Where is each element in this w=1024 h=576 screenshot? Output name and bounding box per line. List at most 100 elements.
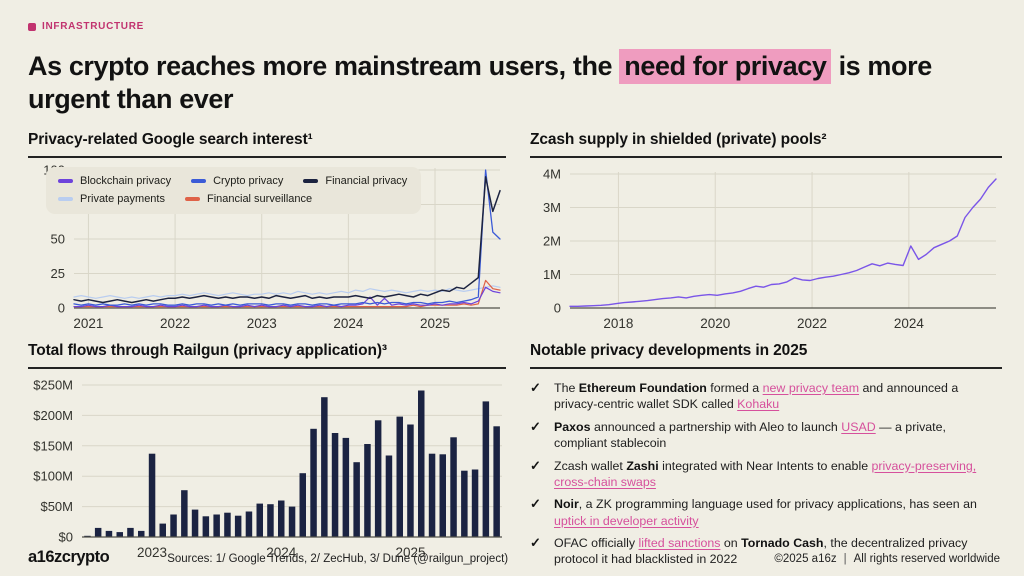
svg-text:25: 25	[51, 266, 65, 281]
legend-swatch-icon	[191, 179, 207, 183]
plain-text: The	[554, 381, 579, 395]
svg-text:2024: 2024	[266, 545, 297, 560]
svg-text:2025: 2025	[420, 316, 450, 331]
plain-text: — a private, compliant stablecoin	[554, 419, 946, 451]
legend-item: Blockchain privacy	[58, 175, 171, 187]
svg-text:2024: 2024	[894, 316, 925, 331]
development-item: ✓ Zcash wallet Zashi integrated with Near…	[530, 458, 1002, 491]
copyright-text: ©2025 a16z	[774, 553, 837, 565]
development-text: Noir, a ZK programming language used for…	[554, 496, 1002, 529]
a16zcrypto-logo: a16zcrypto	[28, 548, 110, 566]
inline-link[interactable]: new privacy team	[762, 381, 860, 395]
title-text: is more urgent than ever	[28, 51, 932, 114]
page-title: As crypto reaches more mainstream users,…	[28, 49, 973, 116]
zcash-section: Zcash supply in shielded (private) pools…	[530, 131, 1002, 343]
svg-text:$200M: $200M	[33, 408, 73, 423]
search-chart-canvas: 025507510020212022202320242025	[43, 163, 501, 331]
sources-note: Sources: 1/ Google Trends, 2/ ZecHub, 3/…	[167, 553, 509, 565]
svg-text:2020: 2020	[700, 316, 730, 331]
checkmark-icon: ✓	[530, 457, 541, 473]
svg-text:$250M: $250M	[33, 378, 73, 393]
svg-text:$150M: $150M	[33, 438, 73, 453]
footer: a16zcrypto Sources: 1/ Google Trends, 2/…	[28, 548, 1000, 567]
checkmark-icon: ✓	[530, 496, 541, 512]
developments-title: Notable privacy developments in 2025	[530, 342, 1002, 369]
svg-text:0: 0	[58, 301, 65, 316]
zcash-chart-canvas: 0 1M 2M 3M 4M 2018 2020 2022 2024	[543, 167, 997, 331]
bold-text: Tornado Cash	[741, 536, 824, 550]
legend-label: Private payments	[80, 193, 165, 205]
plain-text: formed a	[706, 381, 763, 395]
checkmark-icon: ✓	[530, 418, 541, 434]
svg-text:$50M: $50M	[40, 499, 73, 514]
legend-swatch-icon	[303, 179, 319, 183]
svg-text:3M: 3M	[543, 200, 561, 215]
inline-link[interactable]: USAD	[841, 419, 876, 434]
svg-text:2024: 2024	[333, 316, 364, 331]
svg-text:50: 50	[51, 232, 65, 247]
legend-item: Financial surveillance	[184, 193, 313, 205]
developments-section: Notable privacy developments in 2025 ✓ Th…	[530, 342, 1002, 574]
legend-label: Crypto privacy	[213, 175, 284, 187]
search-chart-title: Privacy-related Google search interest¹	[28, 131, 506, 158]
plain-text: integrated with Near Intents to enable	[658, 458, 872, 473]
bold-text: Noir	[554, 497, 579, 512]
checkmark-icon: ✓	[530, 535, 541, 550]
plain-text: , the decentralized privacy protocol it …	[554, 536, 968, 567]
svg-text:4M: 4M	[543, 167, 561, 182]
svg-text:2023: 2023	[247, 316, 277, 331]
legend-item: Financial privacy	[303, 175, 407, 187]
svg-text:2021: 2021	[73, 316, 103, 331]
inline-link[interactable]: privacy-preserving, cross-chain swaps	[554, 458, 977, 489]
title-highlight: need for privacy	[619, 49, 832, 84]
development-item: ✓ OFAC officially lifted sanctions on Tor…	[530, 535, 1002, 568]
separator: |	[843, 553, 847, 565]
bold-text: Zashi	[626, 458, 659, 473]
plain-text: announced a partnership with Aleo to lau…	[590, 419, 842, 434]
development-item: ✓ The Ethereum Foundation formed a new pr…	[530, 380, 1002, 413]
railgun-section: Total flows through Railgun (privacy app…	[28, 342, 506, 576]
legend-label: Blockchain privacy	[80, 175, 172, 187]
svg-text:2023: 2023	[137, 545, 167, 560]
development-item: ✓ Noir, a ZK programming language used fo…	[530, 496, 1002, 529]
svg-text:1M: 1M	[543, 267, 561, 282]
zcash-chart: 0 1M 2M 3M 4M 2018 2020 2022 2024	[530, 160, 1002, 343]
bold-text: Ethereum Foundation	[578, 381, 707, 395]
development-text: Paxos announced a partnership with Aleo …	[554, 419, 1002, 452]
inline-link[interactable]: Kohaku	[737, 397, 780, 412]
svg-text:2018: 2018	[603, 316, 633, 331]
development-item: ✓ Paxos announced a partnership with Aleo…	[530, 419, 1002, 452]
title-text: As crypto reaches more mainstream users,…	[28, 51, 620, 81]
plain-text: on	[720, 536, 742, 550]
legend-swatch-icon	[58, 179, 73, 183]
railgun-chart-title: Total flows through Railgun (privacy app…	[28, 342, 506, 369]
development-text: Zcash wallet Zashi integrated with Near …	[554, 458, 1002, 491]
plain-text: , a ZK programming language used for pri…	[578, 497, 977, 512]
svg-text:2025: 2025	[395, 545, 425, 560]
legend-label: Financial privacy	[325, 175, 408, 187]
legend-swatch-icon	[184, 197, 200, 201]
legend-item: Private payments	[58, 193, 165, 205]
svg-text:2022: 2022	[797, 316, 827, 331]
search-interest-section: Privacy-related Google search interest¹ …	[28, 131, 506, 343]
svg-text:0: 0	[554, 301, 561, 316]
search-chart: 025507510020212022202320242025 Blockchai…	[28, 160, 506, 343]
legend-row: Blockchain privacy Crypto privacy Financia…	[58, 175, 407, 187]
category-tag: INFRASTRUCTURE	[28, 21, 144, 32]
copyright-note: ©2025 a16z | All rights reserved worldwi…	[774, 553, 1000, 565]
zcash-chart-title: Zcash supply in shielded (private) pools…	[530, 131, 1002, 158]
legend-swatch-icon	[58, 197, 73, 201]
development-text: The Ethereum Foundation formed a new pri…	[554, 380, 1002, 413]
svg-text:2022: 2022	[160, 316, 190, 331]
development-text: OFAC officially lifted sanctions on Torn…	[554, 535, 1002, 568]
legend-label: Financial surveillance	[206, 193, 313, 205]
plain-text: and announced a privacy-centric wallet S…	[554, 381, 959, 412]
chart-legend: Blockchain privacy Crypto privacy Financia…	[46, 167, 422, 214]
legend-row: Private payments Financial surveillance	[58, 193, 407, 205]
legend-item: Crypto privacy	[191, 175, 283, 187]
svg-text:$0: $0	[59, 530, 73, 545]
inline-link[interactable]: uptick in developer activity	[554, 513, 699, 528]
railgun-chart-canvas: $0 $50M $100M $150M $200M $250M 2023 2024 2025	[33, 378, 502, 560]
inline-link[interactable]: lifted sanctions	[638, 536, 721, 550]
